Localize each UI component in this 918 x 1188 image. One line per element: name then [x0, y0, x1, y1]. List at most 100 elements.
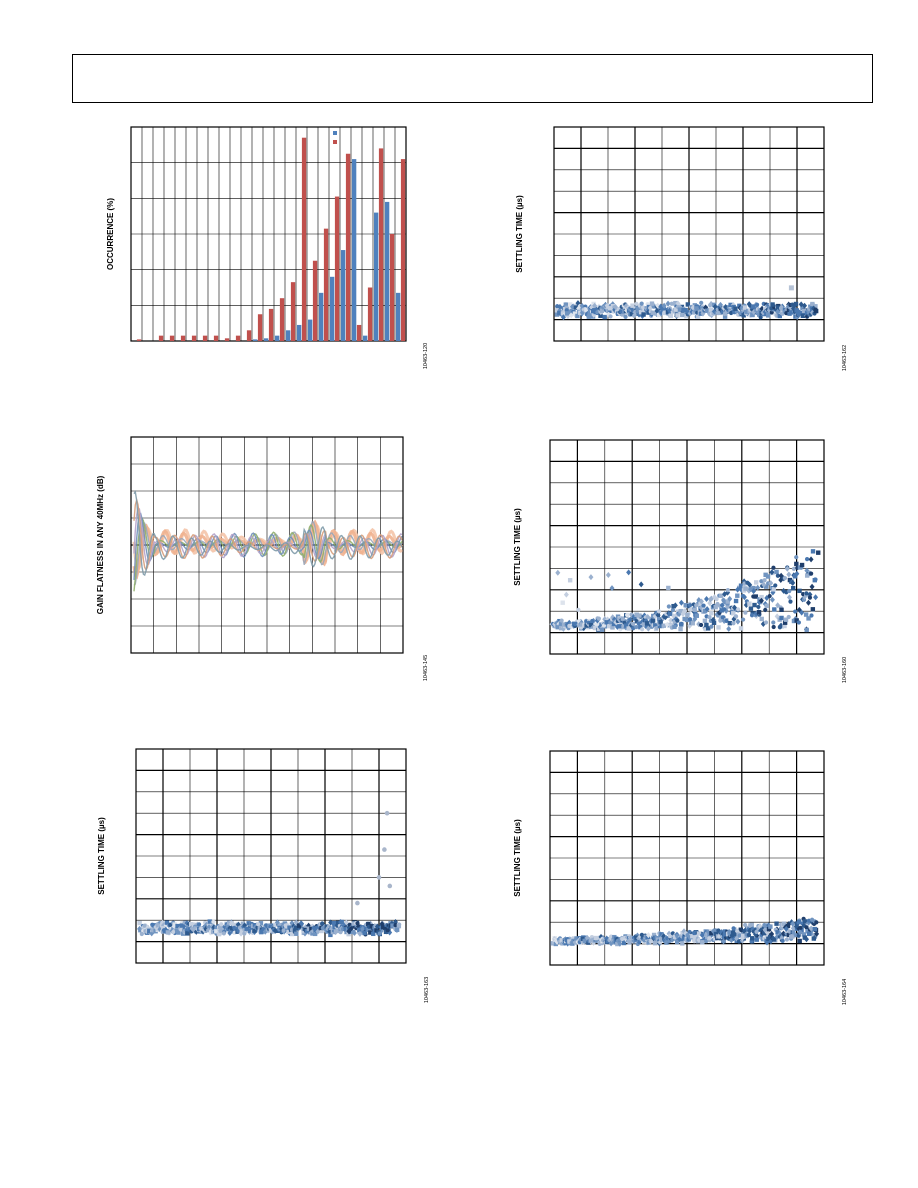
- data-point: [771, 587, 776, 592]
- data-point: [304, 928, 309, 934]
- data-point: [572, 311, 578, 316]
- data-point: [366, 921, 371, 927]
- data-point: [666, 585, 671, 591]
- data-point: [735, 586, 741, 593]
- data-point: [756, 604, 761, 610]
- data-point: [626, 626, 631, 631]
- data-point: [602, 314, 607, 320]
- data-point: [798, 925, 803, 930]
- data-point: [568, 312, 574, 319]
- data-point: [700, 940, 705, 945]
- data-point: [652, 613, 658, 620]
- data-point: [151, 923, 157, 928]
- data-point: [709, 611, 714, 616]
- data-point: [637, 613, 642, 618]
- data-point: [680, 931, 685, 936]
- data-point: [771, 624, 776, 630]
- data-point: [202, 924, 208, 930]
- data-point: [813, 594, 819, 601]
- data-point: [586, 314, 592, 319]
- data-point: [722, 599, 728, 605]
- data-point: [801, 308, 807, 314]
- gain-flatness-trace: [133, 506, 403, 566]
- data-point: [668, 313, 674, 318]
- data-point: [168, 922, 173, 927]
- data-point: [351, 930, 357, 937]
- data-point: [741, 617, 746, 622]
- data-point: [581, 625, 587, 632]
- histogram-bar: [319, 292, 324, 341]
- data-point: [565, 305, 570, 311]
- occurrence-histogram-chart: OCCURRENCE (%) 10463-120: [106, 126, 429, 369]
- data-point: [711, 308, 717, 315]
- data-point: [759, 579, 764, 584]
- data-point: [357, 927, 362, 932]
- histogram-bar: [341, 250, 346, 341]
- data-point: [769, 569, 775, 576]
- data-point: [758, 315, 763, 320]
- data-point: [383, 929, 389, 935]
- histogram-bar: [345, 153, 351, 341]
- data-point: [620, 616, 625, 621]
- data-point: [594, 617, 600, 624]
- data-point: [608, 620, 613, 625]
- data-point: [293, 925, 299, 931]
- data-point: [712, 302, 717, 308]
- data-point: [723, 304, 729, 311]
- data-point: [753, 931, 759, 938]
- data-point: [678, 599, 684, 606]
- data-point: [670, 931, 675, 936]
- data-point: [778, 306, 784, 311]
- data-point: [783, 925, 789, 932]
- data-point: [718, 310, 723, 316]
- data-point: [794, 555, 799, 560]
- data-point: [731, 926, 736, 931]
- data-point: [743, 610, 748, 615]
- data-point: [685, 933, 690, 938]
- data-point: [796, 606, 802, 613]
- data-point: [335, 920, 341, 926]
- data-point: [741, 313, 746, 318]
- data-point: [659, 936, 664, 942]
- data-point: [661, 623, 666, 628]
- data-point: [805, 599, 811, 606]
- data-point: [244, 926, 249, 931]
- data-point: [775, 308, 781, 315]
- data-point: [658, 619, 663, 625]
- data-point: [771, 620, 776, 625]
- data-point: [802, 919, 808, 924]
- data-point: [165, 930, 171, 935]
- data-point: [299, 920, 305, 927]
- data-point: [634, 301, 639, 306]
- data-point: [713, 604, 718, 610]
- data-point: [702, 608, 708, 614]
- data-point: [179, 927, 184, 932]
- data-point: [783, 617, 789, 622]
- data-point: [138, 927, 143, 933]
- data-point: [289, 931, 295, 937]
- data-point: [573, 621, 578, 627]
- data-point: [277, 922, 282, 928]
- data-point: [634, 935, 639, 940]
- data-point: [214, 925, 219, 930]
- data-point: [780, 930, 786, 937]
- histogram-bar: [396, 292, 401, 341]
- data-point: [634, 624, 639, 630]
- data-point: [258, 921, 264, 926]
- figure-id: 10463-164: [842, 979, 848, 1005]
- histogram-bar: [253, 339, 258, 341]
- data-point: [707, 615, 712, 620]
- data-point: [785, 928, 790, 934]
- data-point: [281, 928, 286, 933]
- data-point: [814, 920, 819, 925]
- data-point: [616, 616, 622, 623]
- data-point: [714, 597, 719, 602]
- data-point: [147, 928, 152, 933]
- data-point: [252, 928, 257, 933]
- data-point: [755, 584, 761, 591]
- data-point: [605, 619, 611, 626]
- data-point: [579, 302, 585, 309]
- data-point: [667, 611, 673, 617]
- data-point: [704, 596, 710, 603]
- data-point: [733, 614, 739, 619]
